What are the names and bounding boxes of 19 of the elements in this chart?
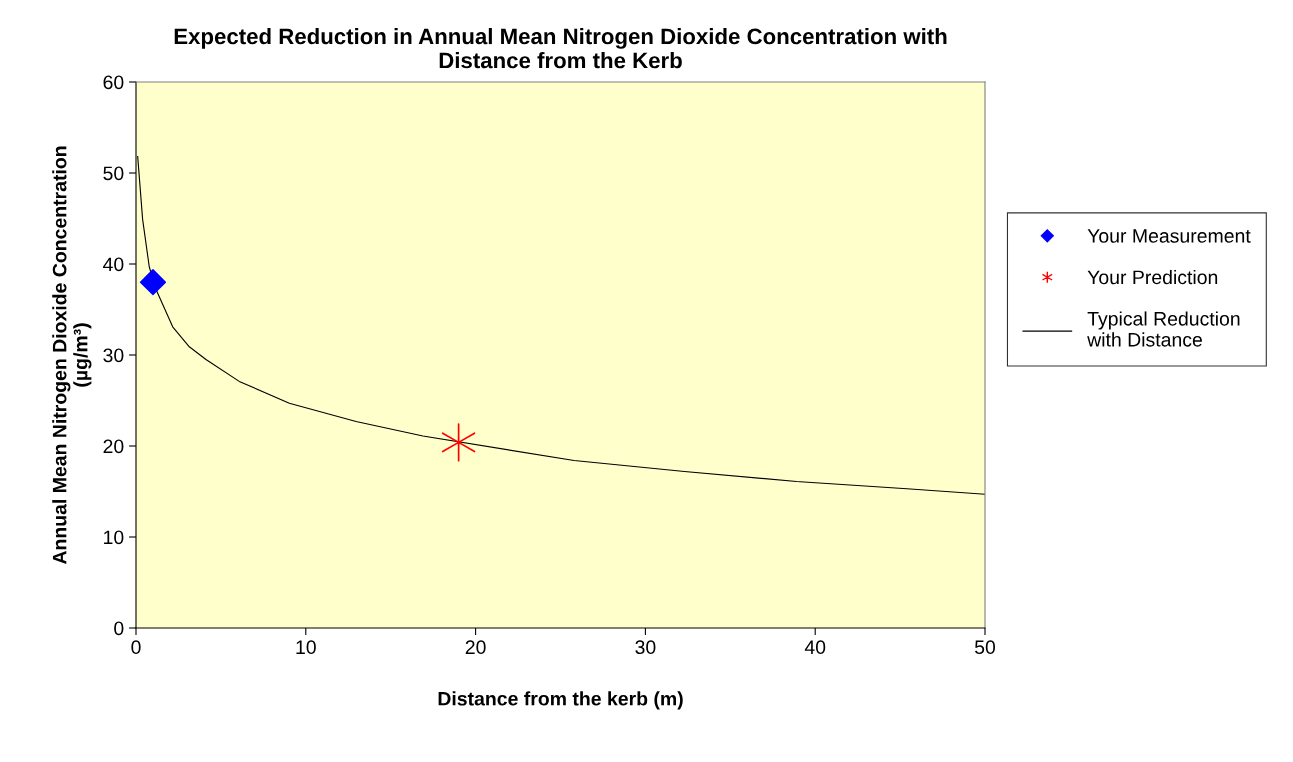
x-tick-label: 0 [131,640,141,655]
y-tick-label: 0 [114,621,124,636]
x-tick-label: 30 [635,640,656,655]
legend-label: Your Measurement [1087,229,1251,243]
legend-label: Your Prediction [1087,269,1218,285]
x-tick-label: 10 [296,640,316,655]
legend-label: Typical Reduction with Distance [1087,311,1240,347]
chart-title: Expected Reduction in Annual Mean Nitrogen Dioxide Concentration with Distance from the Kerb [174,27,947,69]
y-tick-label: 30 [103,348,124,363]
y-tick-label: 50 [103,166,124,181]
y-axis-title: Annual Mean Nitrogen Dioxide Concentration (µg/m³) [52,146,92,565]
x-tick-label: 20 [465,640,486,655]
x-tick-label: 50 [974,640,996,655]
y-tick-label: 10 [104,530,124,545]
x-axis-title: Distance from the kerb (m) [438,691,683,710]
x-tick-label: 40 [804,640,826,655]
y-tick-label: 40 [103,257,124,272]
y-tick-label: 20 [103,439,124,454]
y-tick-label: 60 [103,75,124,90]
